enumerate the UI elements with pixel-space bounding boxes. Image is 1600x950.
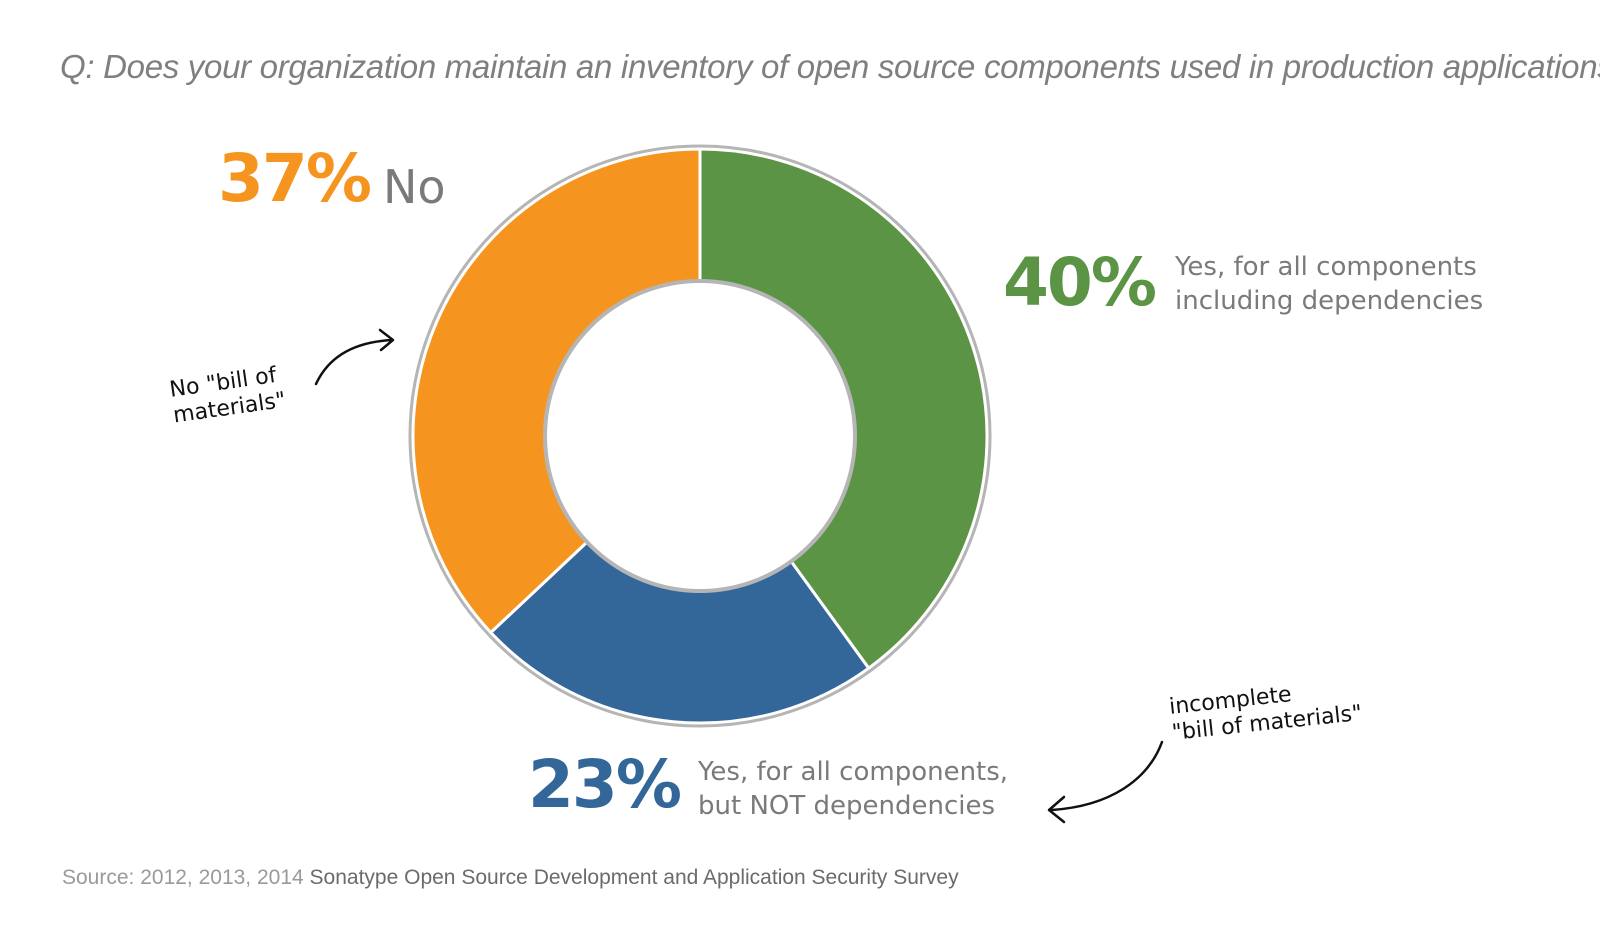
source-note: Source: 2012, 2013, 2014 Sonatype Open S…	[62, 866, 959, 890]
slice-label-line: Yes, for all components,	[698, 757, 1009, 787]
incomplete-bom-arrowhead	[1047, 795, 1066, 824]
donut-rim	[408, 144, 992, 728]
incomplete-bom-arrow	[1050, 740, 1164, 812]
slice-label-line: Yes, for all components	[1175, 252, 1477, 282]
slice-value-no: 37%	[218, 140, 372, 217]
slice-label-yes-all: Yes, for all components including depend…	[1175, 250, 1483, 318]
slice-value-yes-not-deps: 23%	[528, 746, 682, 823]
slice-value-yes-all: 40%	[1003, 244, 1157, 321]
chart-title: Q: Does your organization maintain an in…	[60, 48, 1600, 85]
donut-hole	[543, 279, 857, 593]
slice-label-no: No	[383, 160, 446, 214]
source-prefix: Source: 2012, 2013, 2014	[62, 866, 304, 889]
no-bom-arrowhead	[378, 328, 395, 352]
no-bom-arrow	[314, 338, 394, 386]
slice-label-line: but NOT dependencies	[698, 791, 996, 821]
source-name: Sonatype Open Source Development and App…	[309, 866, 959, 889]
slice-label-line: including dependencies	[1175, 286, 1484, 316]
donut-slices	[408, 144, 992, 728]
slice-label-yes-not-deps: Yes, for all components, but NOT depende…	[698, 755, 1008, 823]
